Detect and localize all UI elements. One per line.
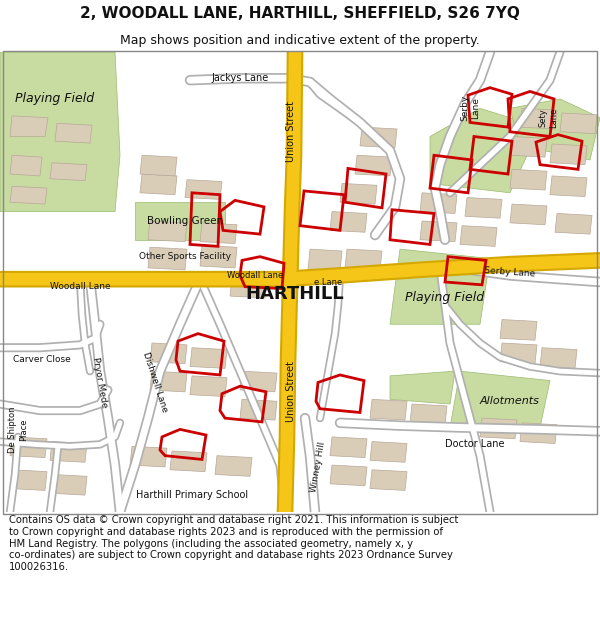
Polygon shape <box>200 223 237 244</box>
Polygon shape <box>480 418 517 439</box>
Polygon shape <box>345 249 382 270</box>
Polygon shape <box>200 246 237 268</box>
Polygon shape <box>10 186 47 204</box>
Polygon shape <box>510 169 547 190</box>
Polygon shape <box>390 371 455 404</box>
Text: Bowling Green: Bowling Green <box>147 216 223 226</box>
Polygon shape <box>550 176 587 197</box>
Text: Jackys Lane: Jackys Lane <box>211 73 269 83</box>
Polygon shape <box>355 155 392 176</box>
Polygon shape <box>170 451 207 472</box>
Polygon shape <box>520 108 557 129</box>
Text: 2, WOODALL LANE, HARTHILL, SHEFFIELD, S26 7YQ: 2, WOODALL LANE, HARTHILL, SHEFFIELD, S2… <box>80 6 520 21</box>
Text: Dishwell Lane: Dishwell Lane <box>141 351 169 414</box>
Text: Allotments: Allotments <box>480 396 540 406</box>
Polygon shape <box>10 155 42 176</box>
Text: Playing Field: Playing Field <box>16 92 95 106</box>
Polygon shape <box>390 249 490 324</box>
Text: e Lane: e Lane <box>314 279 342 288</box>
Text: Map shows position and indicative extent of the property.: Map shows position and indicative extent… <box>120 34 480 47</box>
Polygon shape <box>215 456 252 476</box>
Polygon shape <box>430 108 540 193</box>
Polygon shape <box>140 174 177 195</box>
Polygon shape <box>420 193 457 214</box>
Polygon shape <box>360 127 397 148</box>
Text: De Shipton
Place: De Shipton Place <box>8 406 28 452</box>
Polygon shape <box>520 423 557 444</box>
Polygon shape <box>550 144 587 164</box>
Polygon shape <box>140 155 177 176</box>
Text: Serby
Lane: Serby Lane <box>460 95 480 121</box>
Polygon shape <box>150 343 187 364</box>
Polygon shape <box>150 371 187 392</box>
Polygon shape <box>185 179 222 199</box>
Text: Woodall Lane: Woodall Lane <box>50 282 110 291</box>
Polygon shape <box>330 212 367 232</box>
Polygon shape <box>500 343 537 364</box>
Polygon shape <box>370 442 407 462</box>
Polygon shape <box>370 399 407 420</box>
Text: Doctor Lane: Doctor Lane <box>445 439 505 449</box>
Polygon shape <box>50 442 87 462</box>
Polygon shape <box>370 470 407 491</box>
Polygon shape <box>340 183 377 204</box>
Polygon shape <box>465 198 502 218</box>
Polygon shape <box>230 278 267 298</box>
Polygon shape <box>10 437 47 458</box>
Polygon shape <box>450 371 550 428</box>
Polygon shape <box>10 116 48 136</box>
Polygon shape <box>240 371 277 392</box>
Polygon shape <box>0 52 120 212</box>
Text: Union Street: Union Street <box>286 361 296 423</box>
Text: Harthill Primary School: Harthill Primary School <box>136 490 248 500</box>
Text: Playing Field: Playing Field <box>406 291 485 304</box>
Text: Contains OS data © Crown copyright and database right 2021. This information is : Contains OS data © Crown copyright and d… <box>9 516 458 572</box>
Polygon shape <box>500 319 537 340</box>
Polygon shape <box>148 221 187 242</box>
Polygon shape <box>510 136 547 157</box>
Polygon shape <box>510 99 600 160</box>
Text: Sety
Lane: Sety Lane <box>538 107 558 128</box>
Polygon shape <box>10 470 47 491</box>
Text: Pryor Mede: Pryor Mede <box>91 356 109 409</box>
Polygon shape <box>560 113 597 134</box>
Polygon shape <box>190 376 227 396</box>
Polygon shape <box>240 399 277 420</box>
Text: Other Sports Facility: Other Sports Facility <box>139 252 231 261</box>
Polygon shape <box>420 221 457 242</box>
Polygon shape <box>330 437 367 458</box>
Text: Carver Close: Carver Close <box>13 356 71 364</box>
Polygon shape <box>148 248 187 270</box>
Text: HARTHILL: HARTHILL <box>245 285 344 303</box>
Polygon shape <box>50 162 87 181</box>
Text: Serby Lane: Serby Lane <box>484 266 536 279</box>
Polygon shape <box>130 446 167 467</box>
Polygon shape <box>510 204 547 225</box>
Text: Union Street: Union Street <box>286 101 296 162</box>
Polygon shape <box>330 465 367 486</box>
Polygon shape <box>50 474 87 495</box>
Polygon shape <box>410 404 447 425</box>
Polygon shape <box>555 214 592 234</box>
Polygon shape <box>190 348 227 368</box>
Polygon shape <box>540 348 577 368</box>
Polygon shape <box>55 123 92 143</box>
Text: Winney Hill: Winney Hill <box>309 441 327 493</box>
Polygon shape <box>135 202 225 240</box>
Polygon shape <box>308 249 342 272</box>
Polygon shape <box>460 226 497 246</box>
Text: Woodall Lane: Woodall Lane <box>227 271 283 280</box>
